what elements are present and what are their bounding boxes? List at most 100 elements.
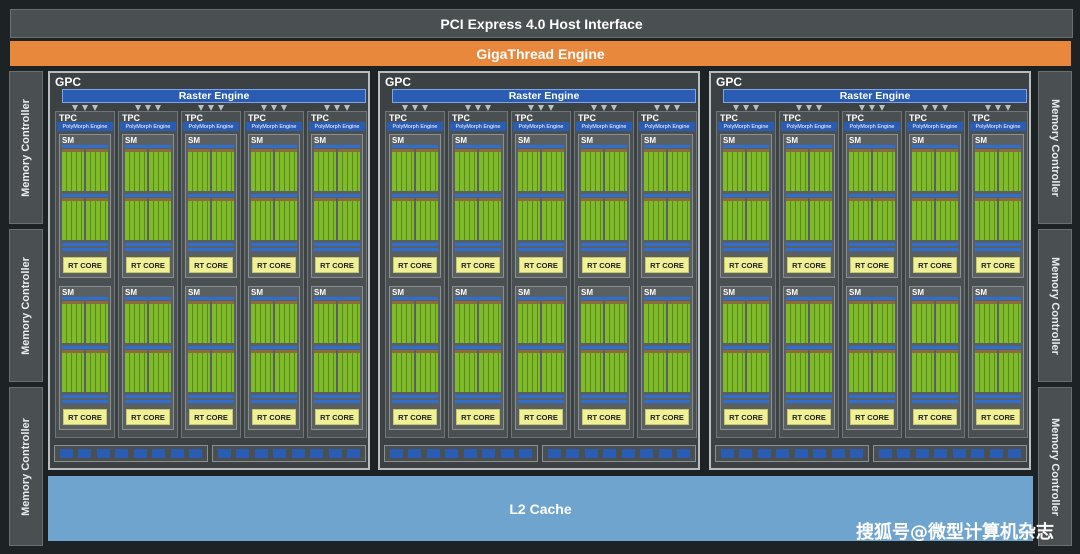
polymorph-engine: PolyMorph Engine <box>120 122 176 131</box>
cuda-core-block <box>518 350 564 392</box>
cuda-core-block <box>975 350 1021 392</box>
cache-strip <box>723 346 769 349</box>
cuda-core-block <box>188 350 234 392</box>
cache-strip <box>518 248 564 251</box>
sm: SM RT CORE <box>311 286 363 430</box>
cache-strip <box>455 145 501 148</box>
cuda-core-block <box>849 149 895 191</box>
cache-strip <box>581 194 627 197</box>
sm: SM RT CORE <box>59 134 111 278</box>
sm-label: SM <box>786 288 798 297</box>
arrow-icon <box>465 104 491 112</box>
cache-strip <box>644 400 690 403</box>
rt-core: RT CORE <box>63 409 107 425</box>
cache-strip <box>581 400 627 403</box>
sm-label: SM <box>644 136 656 145</box>
cache-strip <box>392 346 438 349</box>
arrow-icon <box>985 104 1011 112</box>
cuda-core-block <box>392 198 438 240</box>
cache-strip <box>786 400 832 403</box>
polymorph-engine: PolyMorph Engine <box>183 122 239 131</box>
rt-core: RT CORE <box>582 257 626 273</box>
cuda-core-block <box>455 350 501 392</box>
rt-core: RT CORE <box>315 409 359 425</box>
cache-strip <box>518 194 564 197</box>
polymorph-engine: PolyMorph Engine <box>844 122 900 131</box>
cuda-core-block <box>314 350 360 392</box>
cache-strip <box>723 145 769 148</box>
gpc: GPC Raster Engine TPC PolyMorph Engine SM RT … <box>378 71 700 470</box>
raster-engine: Raster Engine <box>723 89 1027 103</box>
cache-strip <box>644 395 690 398</box>
tpc-label: TPC <box>389 113 407 123</box>
cache-strip <box>251 400 297 403</box>
cache-strip <box>314 297 360 300</box>
cache-strip <box>392 297 438 300</box>
gpc-label: GPC <box>55 75 82 89</box>
cache-strip <box>975 248 1021 251</box>
sm: SM RT CORE <box>641 286 693 430</box>
memory-controller-label: Memory Controller <box>1049 417 1062 516</box>
texture-unit-row <box>542 445 696 462</box>
cache-strip <box>251 194 297 197</box>
cache-strip <box>314 243 360 246</box>
cache-strip <box>125 243 171 246</box>
arrow-icon <box>135 104 161 112</box>
cuda-core-block <box>392 301 438 343</box>
sm-label: SM <box>975 288 987 297</box>
watermark: 搜狐号@微型计算机杂志 <box>856 522 1054 543</box>
memory-controller-right-1: Memory Controller <box>1038 71 1072 224</box>
cache-strip <box>975 346 1021 349</box>
texture-unit-row <box>384 445 538 462</box>
polymorph-engine: PolyMorph Engine <box>57 122 113 131</box>
cache-strip <box>849 297 895 300</box>
cache-strip <box>455 395 501 398</box>
cache-strip <box>188 243 234 246</box>
cache-strip <box>912 248 958 251</box>
tpc: TPC PolyMorph Engine SM RT CORE SM RT CORE <box>511 111 571 438</box>
cuda-core-block <box>912 350 958 392</box>
cache-strip <box>251 297 297 300</box>
rt-core: RT CORE <box>126 257 170 273</box>
sm: SM RT CORE <box>578 134 630 278</box>
cache-strip <box>455 400 501 403</box>
sm-label: SM <box>125 288 137 297</box>
cache-strip <box>188 346 234 349</box>
cache-strip <box>518 243 564 246</box>
sm-label: SM <box>912 288 924 297</box>
rt-core: RT CORE <box>315 257 359 273</box>
cuda-core-block <box>644 198 690 240</box>
rt-core: RT CORE <box>850 409 894 425</box>
cache-strip <box>849 145 895 148</box>
sm-label: SM <box>849 288 861 297</box>
cache-strip <box>723 400 769 403</box>
texture-unit-row <box>873 445 1027 462</box>
cache-strip <box>125 346 171 349</box>
cache-strip <box>62 145 108 148</box>
sm: SM RT CORE <box>720 286 772 430</box>
cache-strip <box>518 346 564 349</box>
sm: SM RT CORE <box>909 286 961 430</box>
cache-strip <box>786 297 832 300</box>
sm-label: SM <box>251 288 263 297</box>
cache-strip <box>581 297 627 300</box>
sm-label: SM <box>314 136 326 145</box>
sm: SM RT CORE <box>909 134 961 278</box>
cuda-core-block <box>786 198 832 240</box>
cuda-core-block <box>518 198 564 240</box>
cache-strip <box>125 194 171 197</box>
rt-core: RT CORE <box>976 409 1020 425</box>
cache-strip <box>786 145 832 148</box>
tpc-label: TPC <box>515 113 533 123</box>
arrow-icon <box>261 104 287 112</box>
sm-label: SM <box>392 288 404 297</box>
cache-strip <box>786 395 832 398</box>
sm-label: SM <box>188 136 200 145</box>
gigathread-engine: GigaThread Engine <box>10 41 1071 66</box>
tpc-label: TPC <box>452 113 470 123</box>
cache-strip <box>644 248 690 251</box>
cache-strip <box>644 194 690 197</box>
cache-strip <box>188 395 234 398</box>
sm-label: SM <box>581 136 593 145</box>
sm-label: SM <box>455 136 467 145</box>
